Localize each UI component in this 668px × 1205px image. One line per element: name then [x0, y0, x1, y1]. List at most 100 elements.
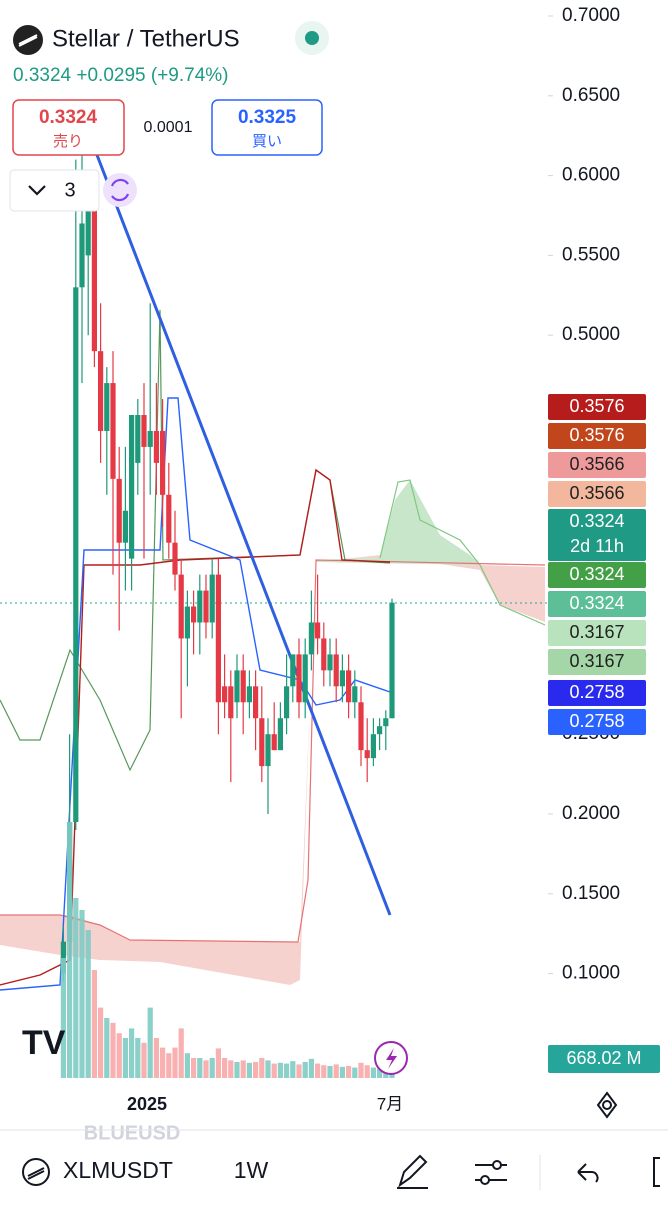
volume-bar [333, 1064, 339, 1078]
undo-icon[interactable] [577, 1163, 599, 1183]
candle-body [277, 718, 283, 751]
volume-bar [141, 1042, 147, 1078]
candle-body [141, 415, 147, 447]
volume-bar [209, 1058, 215, 1078]
price-tag-countdown: 2d 11h [570, 536, 624, 556]
y-tick-label: 0.7000 [562, 5, 620, 26]
volume-bar [277, 1062, 283, 1078]
watermark: BLUEUSD [84, 1122, 181, 1144]
bolt [386, 1048, 397, 1069]
candle-body [246, 686, 252, 703]
price-tag-label: 0.3566 [569, 483, 624, 503]
volume-bar [60, 958, 66, 1078]
symbol-title[interactable]: Stellar / TetherUS [52, 25, 240, 52]
toolbar-interval[interactable]: 1W [234, 1157, 269, 1183]
draw-icon[interactable] [397, 1154, 428, 1189]
indicators-icon[interactable] [475, 1164, 507, 1181]
volume-bar [370, 1067, 376, 1078]
slider-knob [492, 1160, 502, 1170]
price-tag-label: 0.3167 [569, 651, 624, 671]
candle-body [308, 622, 314, 655]
volume-bar [178, 1028, 184, 1078]
status-dot [305, 31, 319, 45]
candle-body [327, 654, 333, 671]
volume-bar [327, 1066, 333, 1078]
volume-bar [358, 1062, 364, 1078]
settings-icon-dot [602, 1100, 612, 1110]
lagging-span [0, 309, 391, 772]
candle-body [321, 638, 327, 671]
candles [60, 143, 395, 982]
candle-body [215, 574, 221, 703]
x-tick-label: 2025 [127, 1094, 167, 1114]
price-tag-label: 0.2758 [569, 682, 624, 702]
sell-price: 0.3324 [39, 107, 98, 128]
volume-bar [246, 1062, 252, 1078]
price-tag-label: 0.2758 [569, 711, 624, 731]
volume-bar [73, 898, 79, 1078]
logo-mark [18, 34, 38, 47]
volume-bar [160, 1047, 166, 1078]
price-tag [548, 394, 646, 420]
spread: 0.0001 [144, 119, 193, 136]
volume-bar [79, 910, 85, 1078]
candle-body [104, 383, 110, 431]
volume-bar [85, 930, 91, 1078]
refresh-bg[interactable] [103, 173, 137, 207]
volume-tag [548, 1045, 660, 1073]
candle-body [358, 702, 364, 751]
candle-body [346, 670, 352, 703]
buy-button[interactable] [211, 99, 323, 156]
candle-body [284, 686, 290, 719]
candle-body [377, 726, 383, 735]
chevron [28, 185, 46, 196]
volume-bar [147, 1007, 153, 1078]
candle-body [60, 941, 66, 974]
candle-body [333, 654, 339, 687]
base-line [0, 468, 391, 986]
buy-label: 買い [252, 133, 282, 150]
volume-bar [203, 1060, 209, 1078]
volume-bar [271, 1063, 277, 1078]
symbol-icon [22, 1158, 50, 1186]
candle-body [222, 686, 228, 703]
buy-price: 0.3325 [238, 107, 297, 128]
candle-body [383, 718, 389, 727]
sell-label: 売り [53, 133, 83, 150]
price-tag [548, 709, 646, 735]
toolbar-symbol[interactable]: XLMUSDT [63, 1157, 173, 1183]
candle-body [184, 606, 190, 639]
settings-icon[interactable] [596, 1091, 618, 1119]
price-tag-label: 0.3324 [569, 564, 624, 584]
indicator-toggle[interactable] [9, 169, 100, 212]
price-tag [548, 562, 646, 588]
candle-body [110, 383, 116, 479]
candle-body [129, 415, 135, 559]
symbol-icon-mark [27, 1167, 45, 1180]
slider-knob [480, 1175, 490, 1185]
cloud-red [0, 480, 545, 985]
volume-bar [153, 1038, 159, 1078]
candle-body [73, 287, 79, 822]
volume-bar [308, 1058, 314, 1078]
trend-line[interactable] [95, 154, 392, 916]
volume-bar [352, 1067, 358, 1078]
volume-bar [104, 1018, 110, 1078]
price-tag [548, 481, 646, 507]
volume-bar [129, 1028, 135, 1078]
sell-button[interactable] [12, 99, 125, 156]
volume-bar [191, 1058, 197, 1078]
fullscreen-icon[interactable] [653, 1157, 660, 1187]
candle-body [364, 750, 370, 759]
price-tag-label: 0.3324 [569, 593, 624, 613]
tv-logo: TV [22, 1024, 66, 1062]
volume-bar [321, 1065, 327, 1078]
candle-body [160, 430, 166, 495]
candle-body [315, 622, 321, 639]
candle-body [203, 590, 209, 623]
candle-body [265, 734, 271, 767]
volume-bar [110, 1022, 116, 1078]
candle-body [389, 602, 395, 719]
volume-bar [296, 1064, 302, 1078]
